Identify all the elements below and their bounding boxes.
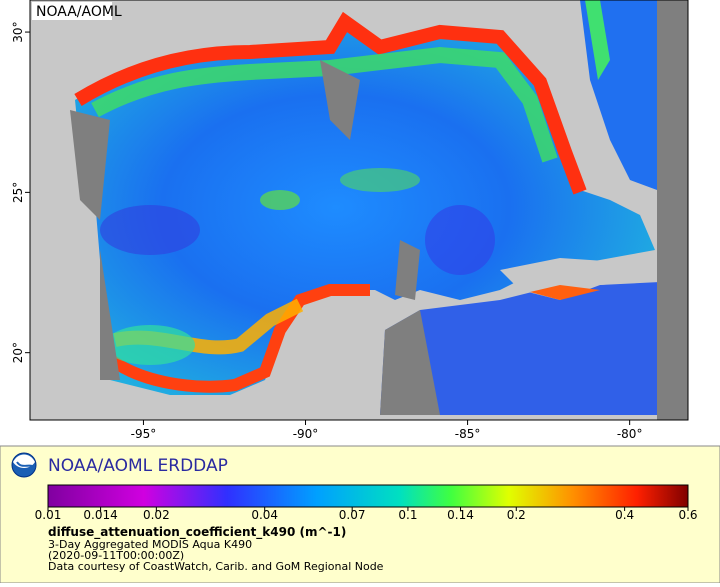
watermark: NOAA/AOML bbox=[36, 4, 122, 20]
coastal-band bbox=[585, 0, 610, 80]
map-border bbox=[29, 0, 689, 421]
no-data bbox=[70, 60, 420, 380]
x-tick-label: -95° bbox=[131, 427, 157, 441]
legend-line: Data courtesy of CoastWatch, Carib. and … bbox=[48, 560, 384, 573]
plume bbox=[100, 205, 200, 255]
y-tick-label: 25° bbox=[11, 182, 25, 203]
colorbar-tick-label: 0.07 bbox=[339, 508, 366, 522]
colorbar-tick-label: 0.2 bbox=[507, 508, 526, 522]
legend-panel bbox=[0, 445, 720, 584]
colorbar-tick-label: 0.014 bbox=[83, 508, 117, 522]
colorbar-tick-label: 0.1 bbox=[398, 508, 417, 522]
axes: -95° -90° -85° -80° 20° 25° 30° bbox=[11, 21, 642, 441]
colorbar bbox=[47, 484, 689, 508]
noaa-logo bbox=[11, 452, 37, 478]
x-tick-label: -90° bbox=[293, 427, 319, 441]
cuba bbox=[500, 258, 660, 300]
map-frame: NOAA/AOML bbox=[29, 0, 689, 421]
plume bbox=[340, 168, 420, 192]
plume bbox=[260, 190, 300, 210]
watermark-box bbox=[32, 2, 112, 20]
x-tick-label: -85° bbox=[455, 427, 481, 441]
coastal-band bbox=[74, 11, 587, 195]
plume bbox=[425, 205, 495, 275]
legend-line: (2020-09-11T00:00:00Z) bbox=[48, 549, 184, 562]
colorbar-tick-label: 0.01 bbox=[35, 508, 62, 522]
y-tick-label: 20° bbox=[11, 342, 25, 363]
gulf-water bbox=[75, 20, 655, 395]
caribbean-water bbox=[380, 280, 660, 415]
x-tick-label: -80° bbox=[617, 427, 643, 441]
coastal-band bbox=[530, 285, 600, 300]
legend-title: NOAA/AOML ERDDAP bbox=[48, 456, 228, 476]
plume bbox=[105, 325, 195, 365]
colorbar-tick-label: 0.14 bbox=[447, 508, 474, 522]
colorbar-tick-label: 0.02 bbox=[143, 508, 170, 522]
colorbar-tick-label: 0.6 bbox=[678, 508, 697, 522]
variable-name: diffuse_attenuation_coefficient_k490 (m^… bbox=[48, 525, 346, 540]
colorbar-tick-label: 0.4 bbox=[615, 508, 634, 522]
colorbar-tick-label: 0.04 bbox=[251, 508, 278, 522]
no-data bbox=[380, 310, 440, 415]
no-data bbox=[657, 0, 688, 420]
coastal-band bbox=[91, 46, 558, 163]
y-tick-label: 30° bbox=[11, 21, 25, 42]
legend-line: 3-Day Aggregated MODIS Aqua K490 bbox=[48, 538, 252, 551]
coastal-band bbox=[101, 284, 370, 393]
colorbar-ticks: 0.01 0.014 0.02 0.04 0.07 0.1 0.14 0.2 0.4 0.6 bbox=[35, 507, 698, 522]
